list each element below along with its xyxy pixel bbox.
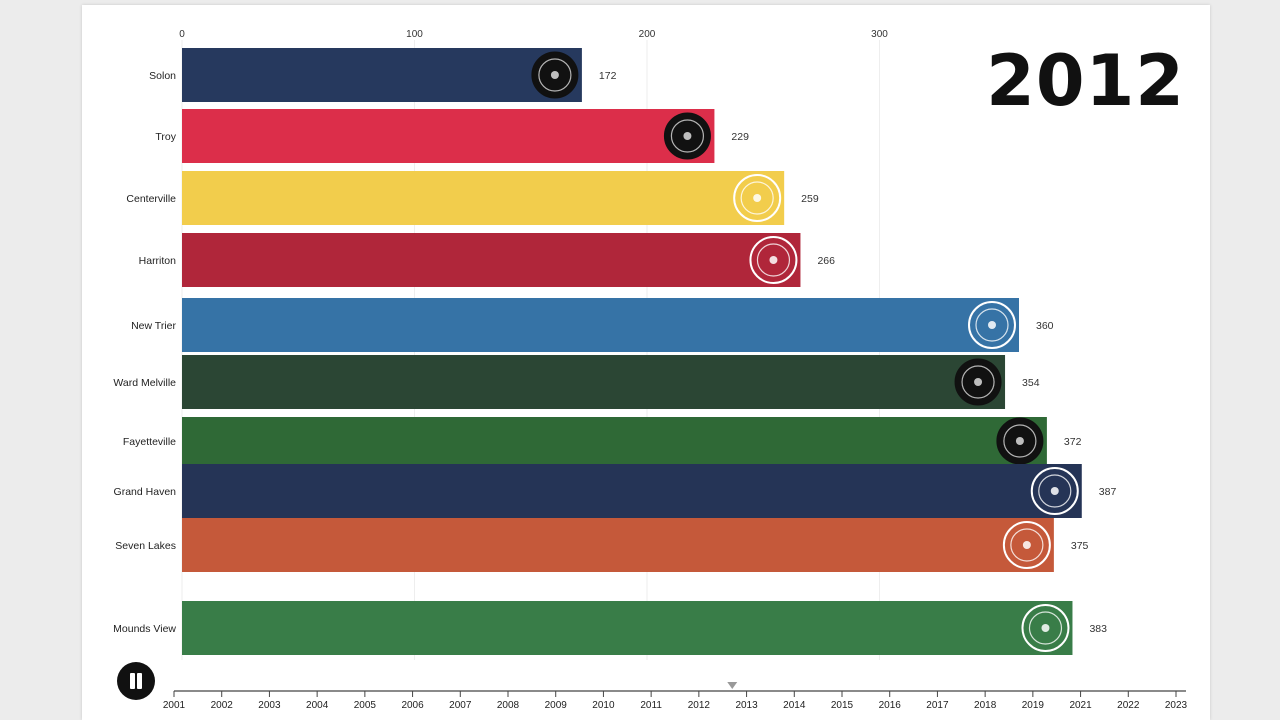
category-label: Harriton	[139, 255, 177, 267]
x-tick-label: 200	[639, 29, 656, 40]
x-tick-label: 100	[406, 29, 423, 40]
timeline-playhead[interactable]	[727, 682, 738, 689]
fm-logo-icon	[996, 417, 1044, 465]
seven-lakes-crest-icon	[1002, 521, 1051, 569]
timeline-year-label[interactable]: 2010	[592, 700, 615, 711]
bar-group: Harriton 266	[139, 233, 835, 287]
new-trier-crest-icon	[968, 301, 1016, 349]
bar	[182, 298, 1019, 352]
bar	[182, 355, 1006, 409]
timeline-year-label[interactable]: 2015	[831, 700, 854, 711]
value-label: 360	[1036, 320, 1054, 332]
bar	[182, 518, 1054, 572]
value-label: 259	[801, 193, 819, 205]
timeline-year-label[interactable]: 2023	[1165, 700, 1188, 711]
timeline-year-label[interactable]: 2011	[640, 700, 662, 711]
shssa-comet-logo-icon	[531, 51, 579, 99]
pause-icon	[130, 673, 135, 689]
current-year-label: 2012	[986, 40, 1185, 122]
category-label: Fayetteville	[123, 436, 176, 448]
timeline-year-label[interactable]: 2009	[545, 700, 568, 711]
category-label: New Trier	[131, 320, 176, 332]
timeline-year-label[interactable]: 2001	[163, 700, 186, 711]
bar-group: Centerville 259	[126, 171, 819, 225]
x-tick-label: 300	[871, 29, 888, 40]
bar	[182, 464, 1082, 518]
mounds-view-mustang-icon	[1021, 604, 1070, 652]
bar-group: Solon 172	[149, 48, 617, 102]
category-label: Ward Melville	[113, 377, 176, 389]
timeline-year-label[interactable]: 2013	[735, 700, 758, 711]
bar	[182, 233, 801, 287]
bar-group: Fayetteville 372	[123, 417, 1082, 465]
bar-group: Seven Lakes 375	[115, 518, 1089, 572]
timeline-year-label[interactable]: 2014	[783, 700, 806, 711]
timeline-year-label[interactable]: 2006	[401, 700, 424, 711]
value-label: 387	[1099, 486, 1117, 498]
timeline-year-label[interactable]: 2018	[974, 700, 997, 711]
category-label: Mounds View	[113, 623, 176, 635]
bar-group: Mounds View 383	[113, 601, 1107, 655]
timeline-year-label[interactable]: 2017	[926, 700, 949, 711]
value-label: 229	[731, 131, 749, 143]
bar-group: Grand Haven 387	[114, 464, 1117, 518]
timeline-year-label[interactable]: 2022	[1117, 700, 1140, 711]
value-label: 372	[1064, 436, 1082, 448]
category-label: Grand Haven	[114, 486, 177, 498]
category-label: Centerville	[126, 193, 176, 205]
centerville-seal-icon	[733, 174, 782, 222]
value-label: 375	[1071, 540, 1089, 552]
troy-science-olympiad-logo-icon	[663, 112, 711, 160]
value-label: 383	[1089, 623, 1107, 635]
timeline-year-label[interactable]: 2004	[306, 700, 329, 711]
bar	[182, 601, 1073, 655]
timeline-year-label[interactable]: 2012	[688, 700, 711, 711]
timeline-year-label[interactable]: 2003	[258, 700, 281, 711]
value-label: 266	[817, 255, 835, 267]
value-label: 354	[1022, 377, 1040, 389]
value-label: 172	[599, 70, 617, 82]
bar	[182, 417, 1047, 465]
timeline-year-label[interactable]: 2007	[449, 700, 472, 711]
bar-group: Ward Melville 354	[113, 355, 1040, 409]
ward-melville-logo-icon	[954, 358, 1002, 406]
bar-group: New Trier 360	[131, 298, 1054, 352]
timeline-year-label[interactable]: 2002	[211, 700, 234, 711]
bar	[182, 171, 785, 225]
timeline-year-label[interactable]: 2019	[1022, 700, 1045, 711]
x-tick-label: 0	[179, 29, 185, 40]
harriton-seal-icon	[749, 236, 798, 284]
timeline-year-label[interactable]: 2021	[1069, 700, 1092, 711]
grand-haven-logo-icon	[1030, 467, 1079, 515]
timeline-year-label[interactable]: 2016	[879, 700, 902, 711]
timeline-year-label[interactable]: 2008	[497, 700, 520, 711]
category-label: Seven Lakes	[115, 540, 176, 552]
timeline-year-label[interactable]: 2005	[354, 700, 377, 711]
category-label: Solon	[149, 70, 176, 82]
bar-group: Troy 229	[155, 109, 749, 163]
bar	[182, 48, 582, 102]
pause-button[interactable]	[117, 662, 155, 700]
bar	[182, 109, 715, 163]
category-label: Troy	[155, 131, 176, 143]
